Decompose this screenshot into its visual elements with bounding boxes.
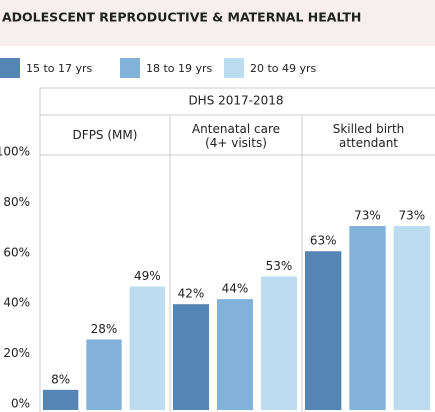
y-tick-label: 80% — [3, 195, 30, 209]
bar — [86, 339, 122, 410]
value-label: 53% — [266, 259, 293, 273]
legend-label: 15 to 17 yrs — [26, 62, 93, 75]
value-label: 8% — [51, 372, 70, 386]
value-label: 63% — [310, 234, 337, 248]
title-band — [0, 0, 435, 46]
value-label: 28% — [91, 322, 118, 336]
legend-swatch — [0, 58, 20, 78]
bar — [217, 299, 253, 410]
bar — [43, 389, 79, 410]
category-label: Skilled birth attendant — [332, 122, 405, 150]
chart-title: ADOLESCENT REPRODUCTIVE & MATERNAL HEALT… — [2, 10, 361, 25]
value-label: 49% — [134, 269, 161, 283]
value-label: 42% — [178, 287, 205, 301]
category-label: DFPS (MM) — [72, 128, 138, 142]
y-tick-label: 20% — [3, 346, 30, 360]
bar — [261, 276, 297, 410]
legend-label: 20 to 49 yrs — [250, 62, 317, 75]
bar — [349, 226, 386, 410]
category-label: Antenatal care (4+ visits) — [191, 122, 281, 150]
y-tick-label: 100% — [0, 145, 30, 159]
value-label: 44% — [222, 282, 249, 296]
legend-label: 18 to 19 yrs — [146, 62, 213, 75]
bar — [129, 286, 165, 410]
y-tick-label: 0% — [11, 397, 30, 411]
legend-swatch — [120, 58, 140, 78]
value-label: 73% — [354, 209, 381, 223]
legend-swatch — [224, 58, 244, 78]
bar — [173, 304, 209, 410]
bar — [305, 251, 342, 410]
y-tick-label: 60% — [3, 245, 30, 259]
header: DHS 2017-2018 — [188, 94, 283, 108]
value-label: 73% — [398, 209, 425, 223]
y-tick-label: 40% — [3, 296, 30, 310]
bar — [393, 226, 430, 410]
